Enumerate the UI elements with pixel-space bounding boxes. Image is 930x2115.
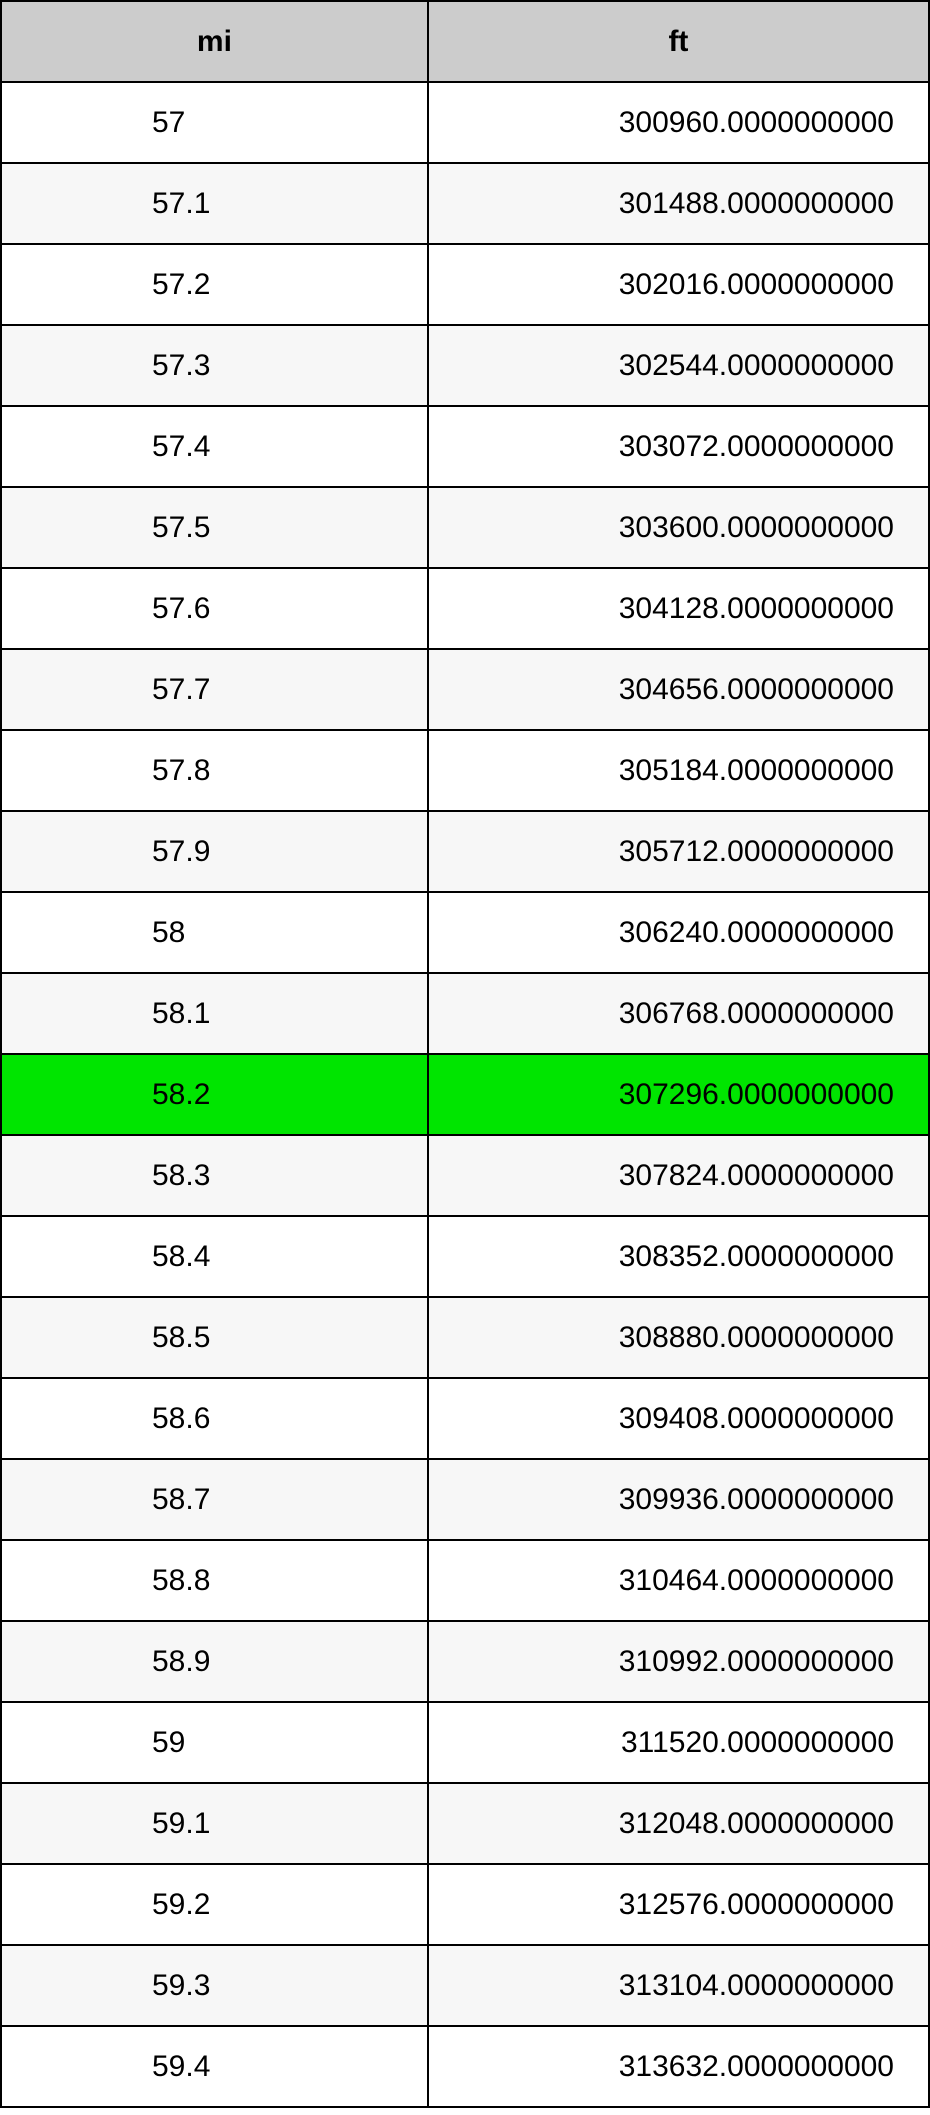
table-row: 58306240.0000000000 — [1, 892, 929, 973]
column-header-mi: mi — [1, 1, 428, 82]
table-row: 59311520.0000000000 — [1, 1702, 929, 1783]
cell-mi: 58 — [1, 892, 428, 973]
cell-mi: 57.1 — [1, 163, 428, 244]
cell-ft: 302544.0000000000 — [428, 325, 929, 406]
table-row: 57.2302016.0000000000 — [1, 244, 929, 325]
cell-ft: 304656.0000000000 — [428, 649, 929, 730]
cell-mi: 57.5 — [1, 487, 428, 568]
table-row: 57.7304656.0000000000 — [1, 649, 929, 730]
cell-mi: 59.4 — [1, 2026, 428, 2107]
cell-ft: 305184.0000000000 — [428, 730, 929, 811]
cell-ft: 301488.0000000000 — [428, 163, 929, 244]
cell-ft: 310992.0000000000 — [428, 1621, 929, 1702]
table-row: 57.8305184.0000000000 — [1, 730, 929, 811]
cell-mi: 57.6 — [1, 568, 428, 649]
cell-ft: 313104.0000000000 — [428, 1945, 929, 2026]
cell-ft: 307296.0000000000 — [428, 1054, 929, 1135]
cell-mi: 57.9 — [1, 811, 428, 892]
cell-mi: 58.7 — [1, 1459, 428, 1540]
cell-ft: 311520.0000000000 — [428, 1702, 929, 1783]
cell-ft: 312048.0000000000 — [428, 1783, 929, 1864]
cell-ft: 308880.0000000000 — [428, 1297, 929, 1378]
cell-mi: 58.3 — [1, 1135, 428, 1216]
column-header-ft: ft — [428, 1, 929, 82]
cell-ft: 312576.0000000000 — [428, 1864, 929, 1945]
cell-mi: 57 — [1, 82, 428, 163]
table-row: 57.4303072.0000000000 — [1, 406, 929, 487]
cell-mi: 58.4 — [1, 1216, 428, 1297]
cell-ft: 300960.0000000000 — [428, 82, 929, 163]
table-row: 58.1306768.0000000000 — [1, 973, 929, 1054]
cell-mi: 57.7 — [1, 649, 428, 730]
cell-ft: 303072.0000000000 — [428, 406, 929, 487]
table-row: 59.3313104.0000000000 — [1, 1945, 929, 2026]
cell-ft: 307824.0000000000 — [428, 1135, 929, 1216]
table-row: 59.4313632.0000000000 — [1, 2026, 929, 2107]
cell-mi: 57.3 — [1, 325, 428, 406]
cell-ft: 304128.0000000000 — [428, 568, 929, 649]
table-row: 58.7309936.0000000000 — [1, 1459, 929, 1540]
table-row: 58.3307824.0000000000 — [1, 1135, 929, 1216]
cell-ft: 305712.0000000000 — [428, 811, 929, 892]
cell-ft: 302016.0000000000 — [428, 244, 929, 325]
table-row: 59.2312576.0000000000 — [1, 1864, 929, 1945]
cell-ft: 306240.0000000000 — [428, 892, 929, 973]
table-row: 57.3302544.0000000000 — [1, 325, 929, 406]
table-row: 58.4308352.0000000000 — [1, 1216, 929, 1297]
cell-mi: 58.9 — [1, 1621, 428, 1702]
table-row: 59.1312048.0000000000 — [1, 1783, 929, 1864]
cell-ft: 309408.0000000000 — [428, 1378, 929, 1459]
cell-mi: 58.6 — [1, 1378, 428, 1459]
table-row: 58.8310464.0000000000 — [1, 1540, 929, 1621]
cell-mi: 58.2 — [1, 1054, 428, 1135]
cell-mi: 58.8 — [1, 1540, 428, 1621]
table-row: 58.2307296.0000000000 — [1, 1054, 929, 1135]
cell-mi: 59 — [1, 1702, 428, 1783]
table-row: 58.5308880.0000000000 — [1, 1297, 929, 1378]
cell-ft: 303600.0000000000 — [428, 487, 929, 568]
cell-mi: 58.5 — [1, 1297, 428, 1378]
cell-ft: 313632.0000000000 — [428, 2026, 929, 2107]
table-row: 57.9305712.0000000000 — [1, 811, 929, 892]
table-row: 57.6304128.0000000000 — [1, 568, 929, 649]
cell-mi: 57.4 — [1, 406, 428, 487]
cell-mi: 58.1 — [1, 973, 428, 1054]
table-row: 57300960.0000000000 — [1, 82, 929, 163]
table-row: 57.1301488.0000000000 — [1, 163, 929, 244]
table-row: 57.5303600.0000000000 — [1, 487, 929, 568]
cell-ft: 310464.0000000000 — [428, 1540, 929, 1621]
cell-ft: 309936.0000000000 — [428, 1459, 929, 1540]
cell-mi: 57.2 — [1, 244, 428, 325]
cell-ft: 308352.0000000000 — [428, 1216, 929, 1297]
conversion-table: mi ft 57300960.000000000057.1301488.0000… — [0, 0, 930, 2108]
cell-mi: 59.2 — [1, 1864, 428, 1945]
cell-mi: 59.1 — [1, 1783, 428, 1864]
table-row: 58.9310992.0000000000 — [1, 1621, 929, 1702]
table-header-row: mi ft — [1, 1, 929, 82]
table-row: 58.6309408.0000000000 — [1, 1378, 929, 1459]
cell-ft: 306768.0000000000 — [428, 973, 929, 1054]
cell-mi: 57.8 — [1, 730, 428, 811]
cell-mi: 59.3 — [1, 1945, 428, 2026]
